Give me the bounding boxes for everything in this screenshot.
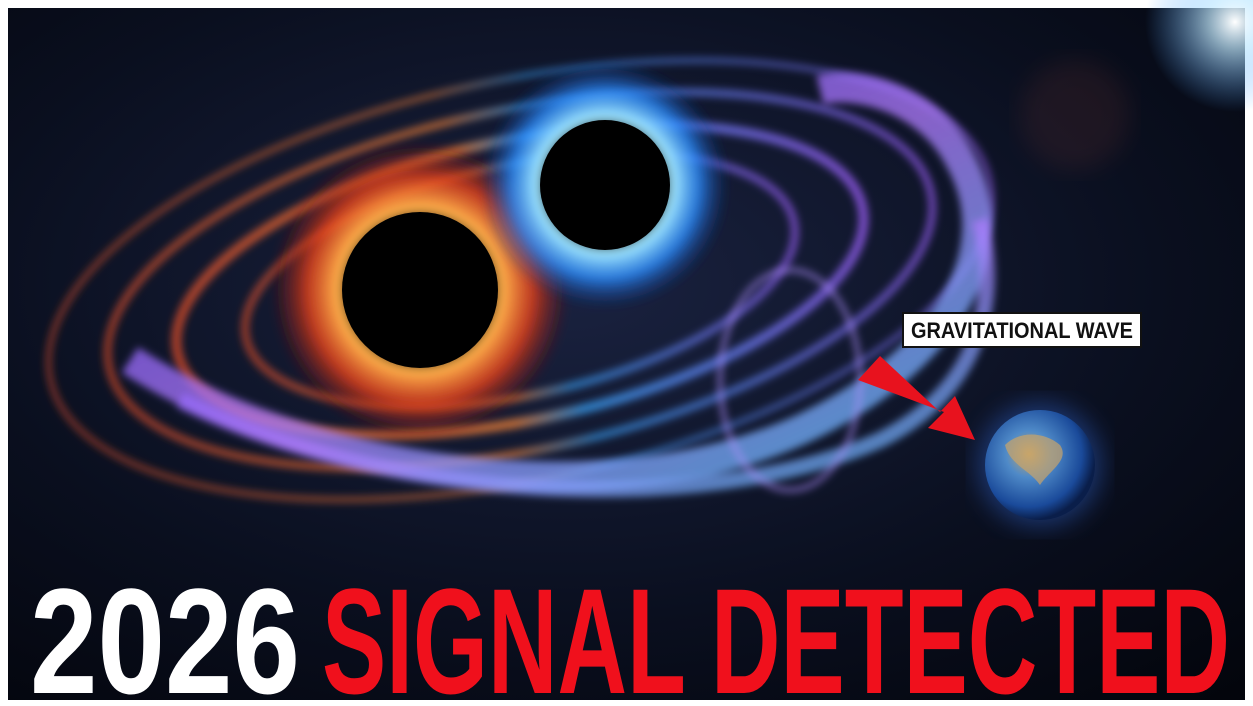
label-box bbox=[902, 312, 1142, 348]
lens-flare bbox=[1020, 60, 1130, 170]
headline-text: SIGNAL DETECTED bbox=[322, 557, 1230, 706]
star-flare bbox=[1145, 0, 1253, 112]
red-black-hole bbox=[342, 212, 498, 368]
earth-land bbox=[1005, 434, 1063, 485]
headline-year: 2026 bbox=[30, 557, 300, 706]
arrow bbox=[858, 356, 975, 440]
label: GRAVITATIONAL WAVE bbox=[911, 318, 1133, 343]
blue-black-hole bbox=[540, 120, 670, 250]
